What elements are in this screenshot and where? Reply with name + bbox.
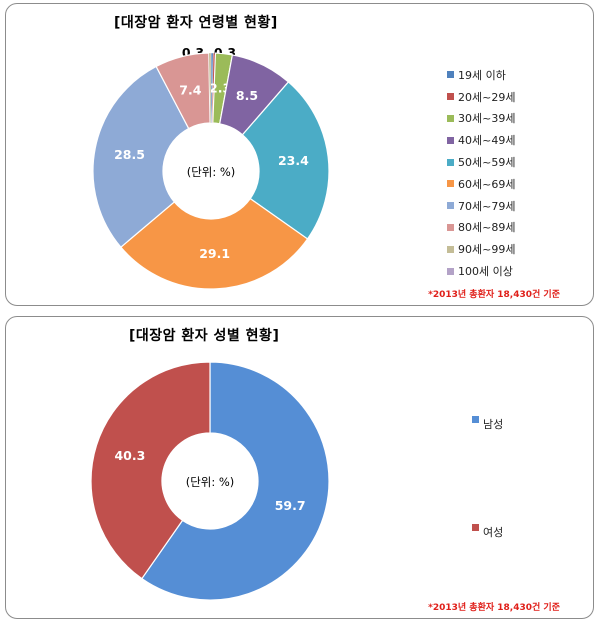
legend-swatch [447,267,454,275]
slice-60세~69세 [120,197,309,290]
legend-label: 90세~99세 [458,243,516,257]
data-label-60세~69세: 29.1 [199,246,230,261]
legend-item: 60세~69세 [447,173,515,195]
legend-swatch [447,71,454,79]
legend-item: 남성 [472,416,503,524]
gender-footnote: *2013년 총환자 18,430건 기준 [428,603,560,613]
legend-label: 19세 이하 [458,68,506,82]
data-label-50세~59세: 23.4 [278,153,309,168]
legend-label: 60세~69세 [458,177,516,191]
legend-item: 20세~29세 [447,86,515,108]
legend-label: 80세~89세 [458,221,516,235]
legend-label: 남성 [483,418,504,431]
unit-note: (단위: %) [186,475,235,489]
legend-swatch [447,114,454,122]
age-chart-title: [대장암 환자 연령별 현황] [114,15,278,31]
slice-90세~99세 [208,52,212,124]
age-chart-panel: [대장암 환자 연령별 현황] 0.3 0.3 2.3 8.5 23.4 29.1 28.5… [5,3,594,306]
legend-item: 30세~39세 [447,108,515,130]
unit-note: (단위: %) [187,165,236,179]
legend-swatch [447,223,454,231]
age-footnote: *2013년 총환자 18,430건 기준 [428,290,560,300]
legend-label: 40세~49세 [458,134,516,148]
legend-item: 70세~79세 [447,195,515,217]
age-legend: 19세 이하 20세~29세 30세~39세 40세~49세 50세~59세 60세~69… [447,64,515,282]
slice-남성 [141,361,330,601]
data-label-80세~89세: 7.4 [179,83,201,98]
legend-swatch [447,136,454,144]
slice-70세~79세 [92,65,190,248]
legend-swatch [447,93,454,101]
legend-label: 100세 이상 [458,265,513,279]
legend-swatch [447,158,454,166]
data-label-여성: 40.3 [114,448,145,463]
legend-swatch [472,524,479,531]
legend-label: 20세~29세 [458,90,516,104]
legend-item: 19세 이하 [447,64,515,86]
legend-item: 100세 이상 [447,260,515,282]
legend-item: 40세~49세 [447,129,515,151]
legend-swatch [472,416,479,423]
legend-swatch [447,180,454,188]
slice-여성 [90,361,211,580]
legend-label: 여성 [483,526,504,539]
age-donut-chart: 0.3 0.32.38.523.429.128.57.4(단위: %) [92,45,330,290]
legend-item: 80세~89세 [447,217,515,239]
data-label-70세~79세: 28.5 [114,147,145,162]
legend-label: 50세~59세 [458,156,516,170]
legend-label: 70세~79세 [458,199,516,213]
legend-swatch [447,245,454,253]
gender-chart-title: [대장암 환자 성별 현황] [129,328,280,344]
data-label-40세~49세: 8.5 [236,88,258,103]
legend-swatch [447,202,454,210]
legend-item: 50세~59세 [447,151,515,173]
legend-item: 90세~99세 [447,238,515,260]
slice-50세~59세 [241,81,330,240]
legend-label: 30세~39세 [458,112,516,126]
gender-donut-chart: 59.7 40.3 (단위: %) [90,361,330,601]
legend-item: 여성 [472,524,503,632]
data-label-남성: 59.7 [275,498,306,513]
